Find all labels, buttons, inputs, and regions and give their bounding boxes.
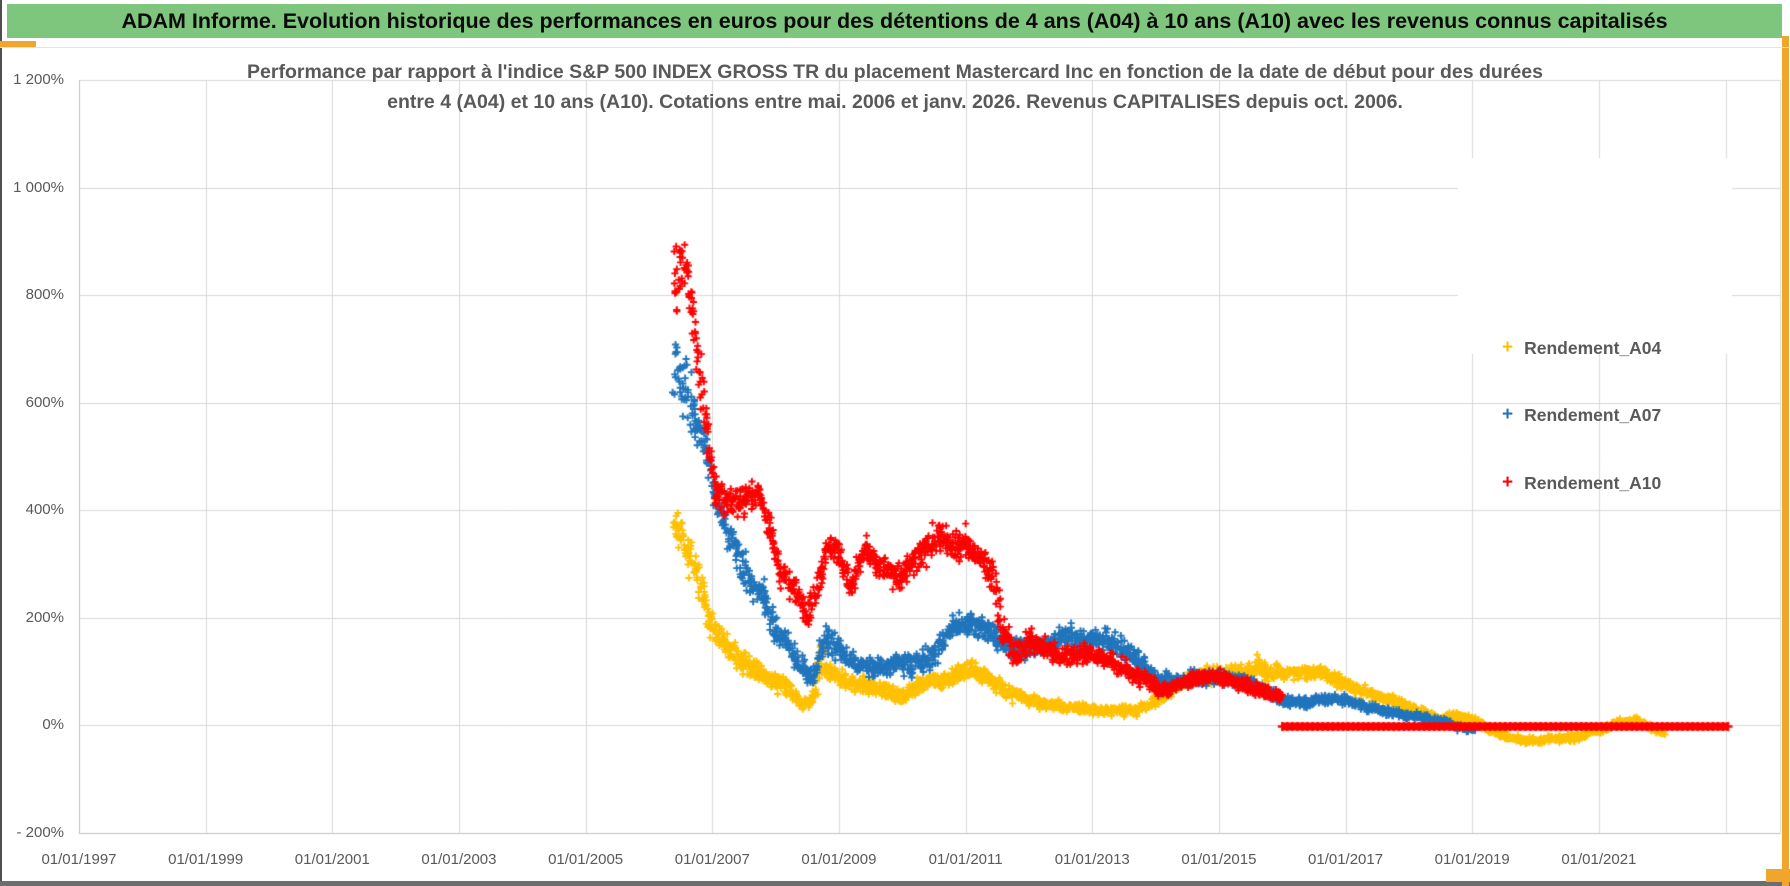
y-axis-label: 0%	[42, 716, 64, 734]
y-axis-label: - 200%	[16, 824, 64, 841]
legend[interactable]: + Rendement_A04 + Rendement_A07 + Rendem…	[1458, 158, 1732, 493]
gold-right-border	[1782, 36, 1789, 886]
plus-marker-icon: +	[1502, 472, 1514, 493]
y-axis-label: 200%	[25, 608, 64, 626]
legend-label: Rendement_A10	[1524, 472, 1662, 493]
x-axis-label: 01/01/2009	[801, 851, 877, 868]
x-axis-label: 01/01/2013	[1054, 851, 1130, 868]
x-axis-label: 01/01/1999	[168, 851, 244, 868]
plus-marker-icon: +	[1502, 404, 1514, 425]
x-axis-label: 01/01/1997	[41, 851, 117, 868]
window-bottom-edge	[0, 881, 1790, 886]
chart-title-line2: entre 4 (A04) et 10 ans (A10). Cotations…	[387, 91, 1403, 113]
window-left-edge	[0, 0, 2, 886]
gold-corner-border	[1766, 869, 1790, 882]
x-axis-label: 01/01/2007	[674, 851, 750, 868]
chart-title[interactable]: Performance par rapport à l'indice S&P 5…	[85, 57, 1705, 117]
legend-item-a10[interactable]: + Rendement_A10	[1502, 469, 1661, 497]
x-axis-label: 01/01/2015	[1181, 851, 1257, 868]
chart-title-line1: Performance par rapport à l'indice S&P 5…	[247, 61, 1543, 83]
y-axis-label: 1 000%	[13, 178, 64, 196]
x-axis-label: 01/01/2003	[421, 851, 497, 868]
x-axis-label: 01/01/2011	[928, 851, 1003, 868]
y-axis-label: 600%	[25, 393, 64, 411]
y-axis-label: 400%	[25, 501, 64, 519]
y-axis-label: 1 200%	[13, 71, 64, 88]
x-axis-label: 01/01/2021	[1561, 851, 1637, 868]
legend-label: Rendement_A04	[1524, 337, 1662, 358]
x-axis-label: 01/01/2019	[1434, 851, 1510, 868]
y-axis-label: 800%	[25, 286, 64, 304]
plus-marker-icon: +	[1502, 337, 1514, 358]
legend-item-a04[interactable]: + Rendement_A04	[1502, 334, 1661, 362]
legend-label: Rendement_A07	[1524, 404, 1662, 425]
header-underline	[0, 47, 1790, 48]
x-axis-label: 01/01/2005	[548, 851, 624, 868]
legend-item-a07[interactable]: + Rendement_A07	[1502, 401, 1661, 429]
banner-title: ADAM Informe. Evolution historique des p…	[121, 8, 1668, 33]
x-axis-label: 01/01/2001	[294, 851, 370, 868]
banner-title-bar: ADAM Informe. Evolution historique des p…	[7, 4, 1782, 38]
gold-top-left-border	[0, 41, 36, 47]
x-axis-label: 01/01/2017	[1308, 851, 1384, 868]
